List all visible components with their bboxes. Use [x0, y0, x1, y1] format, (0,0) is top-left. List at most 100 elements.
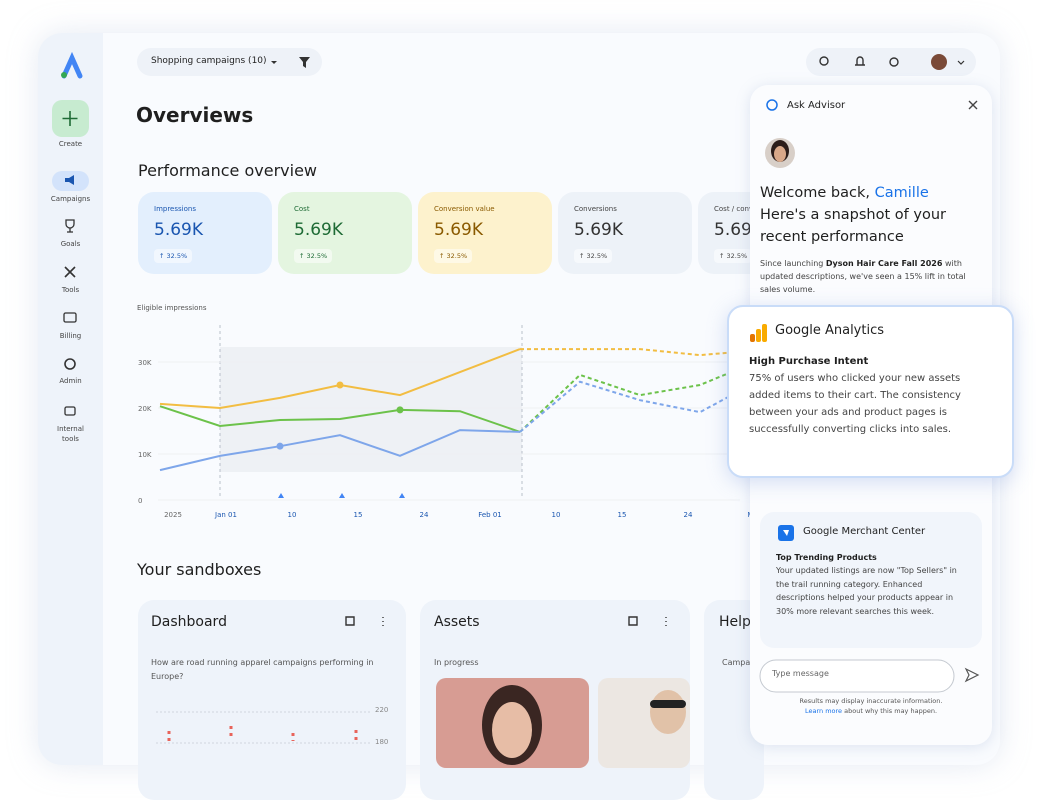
forecast-line: [519, 379, 761, 433]
card-text: How are road running apparel campaigns p…: [151, 658, 374, 681]
bell-icon[interactable]: [855, 56, 865, 66]
logo-bar: [762, 324, 767, 342]
asset-glasses: [650, 700, 686, 708]
headline: Here's a snapshot of your recent perform…: [760, 207, 946, 245]
merchant-card: Google Merchant Center Top Trending Prod…: [760, 512, 982, 648]
metric-card[interactable]: Conversion value 5.69K ↑ 32.5%: [418, 192, 552, 274]
analytics-logo: [750, 324, 767, 342]
metric-value: 5.69K: [434, 220, 483, 240]
mini-tick: 180: [375, 738, 389, 746]
nav-label[interactable]: Billing: [59, 332, 82, 340]
card-source: Google Merchant Center: [803, 526, 926, 537]
filter-pill[interactable]: [137, 48, 322, 76]
y-tick-label: 0: [138, 497, 142, 505]
panel-icons: [759, 99, 980, 693]
filter-label[interactable]: Shopping campaigns (10): [151, 56, 267, 66]
analytics-card: Google Analytics High Purchase Intent 75…: [727, 305, 1014, 478]
card-text: In progress: [434, 658, 479, 667]
card-actions[interactable]: [345, 616, 667, 626]
campaign-name: Dyson Hair Care Fall 2026: [825, 259, 943, 268]
nav-label[interactable]: Campaigns: [50, 195, 91, 203]
y-tick-label: 30K: [138, 359, 152, 367]
x-tick-label: 15: [354, 511, 363, 519]
x-tick-label: Jan 01: [214, 511, 237, 519]
lock-icon: [64, 406, 76, 416]
search-icon[interactable]: [819, 56, 829, 66]
forecast-line: [519, 359, 761, 433]
metric-change: ↑ 32.5%: [154, 249, 193, 263]
send-button[interactable]: [964, 667, 980, 683]
summary-text: with updated descriptions, we've seen a …: [760, 259, 966, 294]
advisor-icon[interactable]: [889, 57, 899, 67]
logo: [61, 51, 83, 79]
series-line: [159, 348, 521, 410]
avatar-face: [774, 146, 786, 162]
x-tick-label: 15: [618, 511, 627, 519]
x-tick-label: 24: [684, 511, 693, 519]
card-heading: High Purchase Intent: [749, 356, 869, 367]
highlight-point: [396, 406, 404, 414]
greeting: Welcome back,: [760, 185, 871, 201]
forecast-line: [520, 348, 761, 357]
x-tick-label: 10: [552, 511, 561, 519]
merchant-logo: [778, 525, 794, 541]
y-tick-label: 10K: [138, 451, 152, 459]
metric-card[interactable]: Impressions 5.69K ↑ 32.5%: [138, 192, 272, 274]
dropdown-icon: [271, 61, 277, 64]
avatar-menu: [957, 60, 965, 65]
nav-label[interactable]: Create: [58, 140, 83, 148]
billing-icon: [63, 312, 77, 323]
highlight-point: [276, 442, 284, 450]
summary-text: Since launching: [760, 259, 824, 268]
logo-mark: [783, 530, 789, 536]
metric-change: ↑ 32.5%: [434, 249, 473, 263]
card-title: Dashboard: [151, 614, 227, 630]
logo-bar: [750, 334, 755, 342]
section-title: Your sandboxes: [137, 560, 262, 579]
nav-label[interactable]: Admin: [59, 377, 82, 385]
logo-dot: [61, 72, 67, 78]
plus-icon: [62, 111, 78, 126]
sandbox-card[interactable]: [704, 600, 764, 800]
avatar[interactable]: [931, 54, 947, 70]
advisor-icon: [766, 99, 778, 111]
sandbox-card[interactable]: [138, 600, 406, 800]
filter-icon[interactable]: [299, 57, 310, 68]
metric-change: ↑ 32.5%: [574, 249, 613, 263]
metric-change: ↑ 32.5%: [294, 249, 333, 263]
nav-label[interactable]: Goals: [60, 240, 81, 248]
card-text: Campaigns: [722, 658, 767, 667]
x-tick-label: Feb 01: [478, 511, 502, 519]
summary: Since launching Dyson Hair Care Fall 202…: [760, 257, 986, 296]
series-line: [159, 405, 521, 433]
metric-value: 5.69K: [154, 220, 203, 240]
message-input[interactable]: [759, 659, 955, 693]
y-tick-label: 20K: [138, 405, 152, 413]
nav-label[interactable]: Tools: [61, 286, 80, 294]
logo-bar: [756, 329, 761, 342]
card-title: Help: [719, 614, 751, 630]
input-placeholder[interactable]: Type message: [772, 669, 829, 678]
metric-value: 5.69K: [574, 220, 623, 240]
metric-label: Cost / conv.: [714, 205, 755, 213]
metric-card[interactable]: Cost 5.69K ↑ 32.5%: [278, 192, 412, 274]
card-source: Google Analytics: [775, 323, 885, 338]
metric-change: ↑ 32.5%: [714, 249, 753, 263]
series-line: [159, 429, 521, 472]
metric-card[interactable]: Conversions 5.69K ↑ 32.5%: [558, 192, 692, 274]
metric-label: Conversions: [574, 205, 617, 213]
learn-more-link[interactable]: Learn more: [804, 707, 843, 715]
card-title: Assets: [434, 614, 480, 630]
close-button[interactable]: [968, 100, 978, 110]
toolbar: [806, 48, 976, 76]
x-tick-label: 24: [420, 511, 429, 519]
nav-label[interactable]: Internal tools: [57, 425, 84, 443]
tools-icon: [64, 266, 76, 278]
welcome: Welcome back, Camille Here's a snapshot o…: [760, 182, 980, 248]
user-name: Camille: [874, 185, 929, 201]
event-markers: [278, 493, 405, 498]
panel-title: Ask Advisor: [787, 100, 846, 111]
asset-face: [492, 702, 532, 758]
